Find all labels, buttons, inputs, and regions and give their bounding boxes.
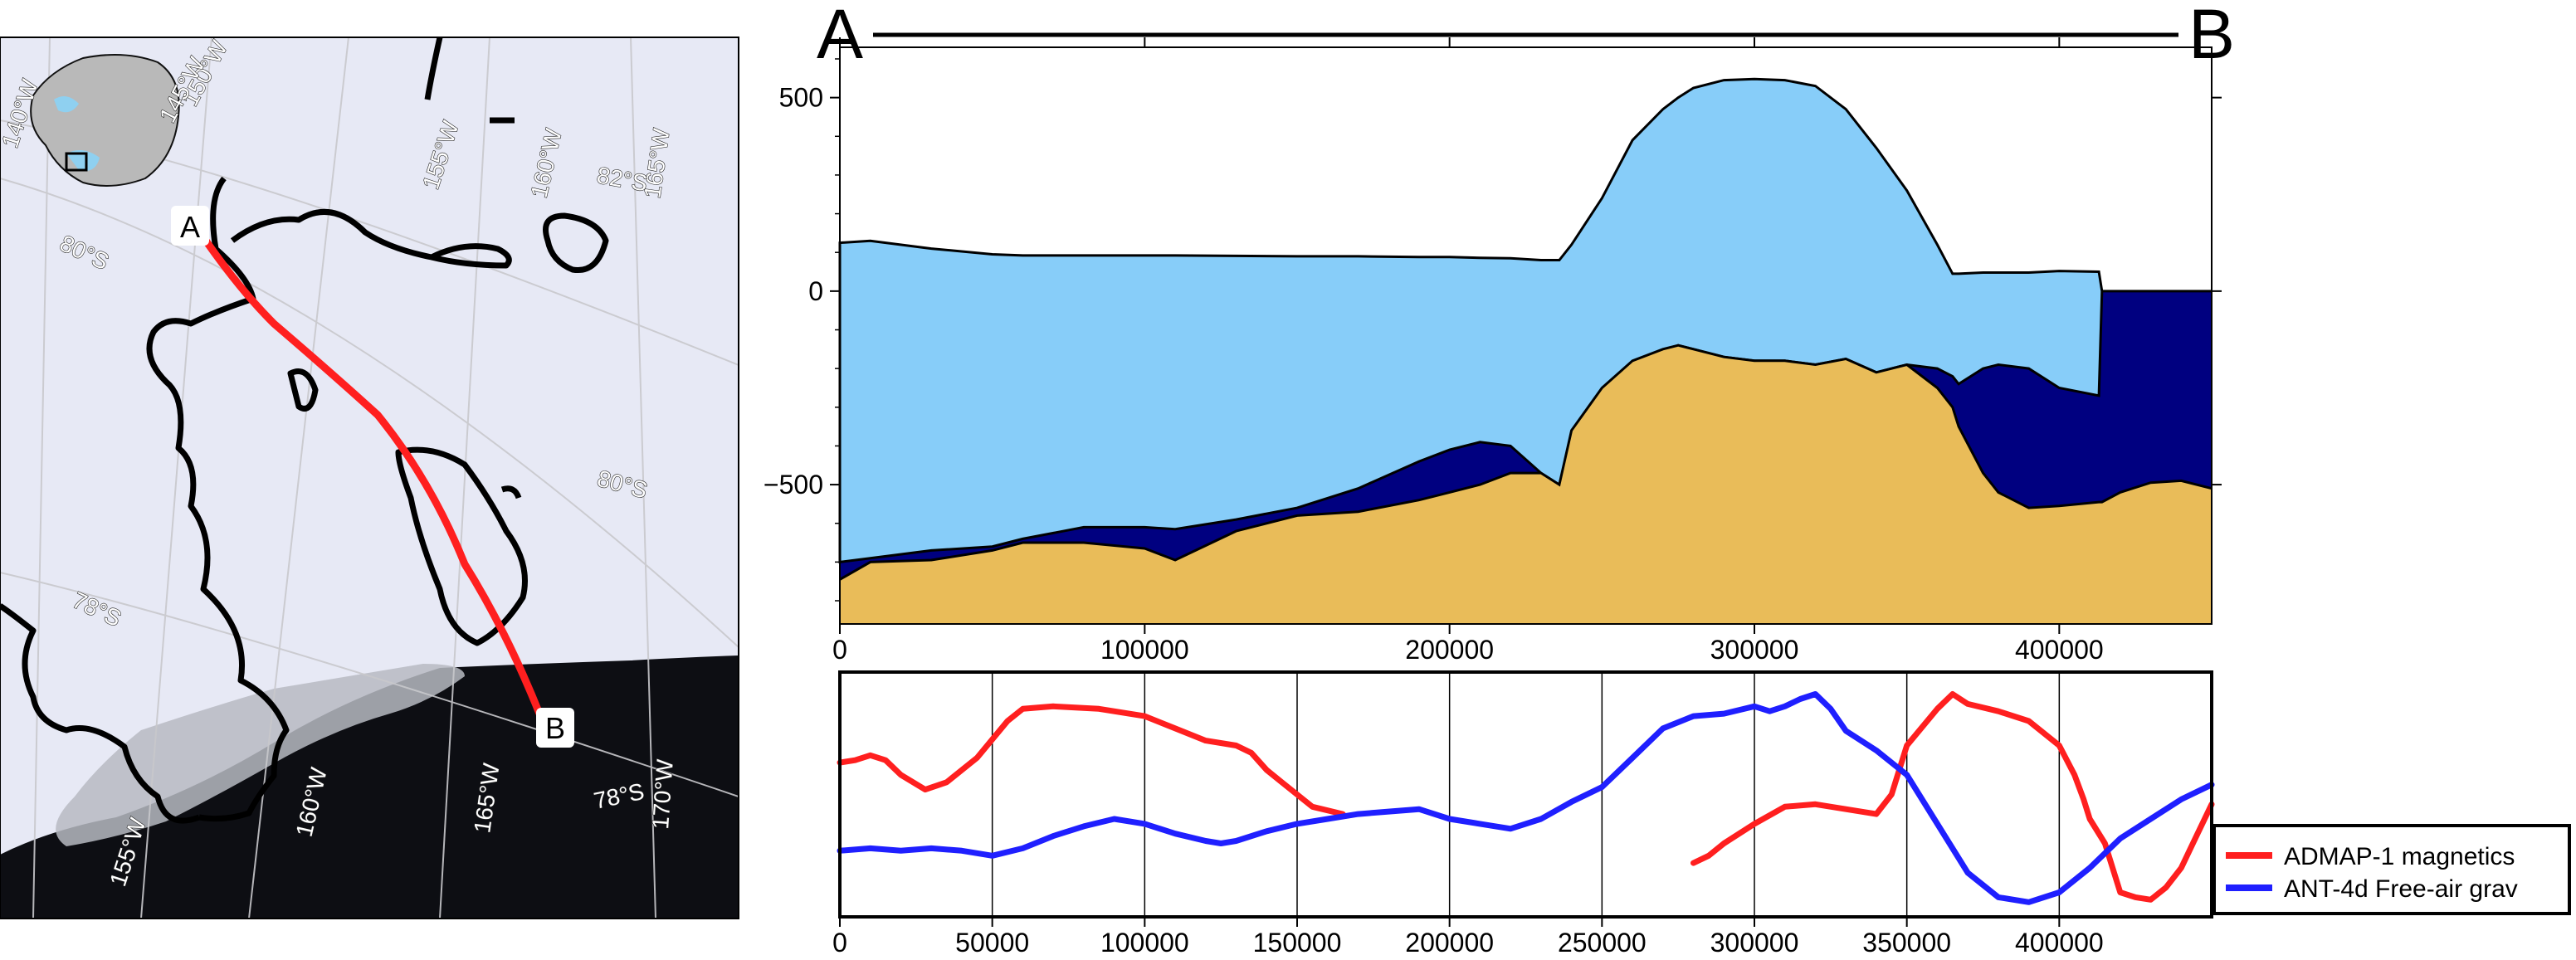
ross-ice-shelf-inset	[66, 150, 100, 171]
x-tick-label: 400000	[2015, 635, 2104, 665]
cross-section-chart: 0 100000 200000 300000 400000 500 0 −500 A B	[764, 0, 2235, 665]
legend-box	[2213, 824, 2571, 915]
y-tick-label: 500	[779, 83, 823, 113]
x-tick-label: 350000	[1862, 928, 1951, 958]
legend-label-gravity: ANT-4d Free-air grav	[2284, 875, 2518, 903]
x-tick-label: 400000	[2015, 928, 2104, 958]
map-panel: A B 140°W 150°W 145°W 155°W 160°W 165°W …	[0, 37, 739, 919]
y-tick-label: −500	[764, 470, 823, 499]
rock-layer	[840, 345, 2212, 624]
antarctica-inset	[30, 54, 180, 187]
series-line-1	[837, 691, 2215, 905]
legend: ADMAP-1 magnetics ANT-4d Free-air grav	[2213, 824, 2571, 915]
x-tick-label: 300000	[1710, 928, 1799, 958]
x-tick-label: 150000	[1253, 928, 1342, 958]
geophysics-series	[837, 691, 2215, 905]
geophysics-grid	[991, 672, 2061, 917]
ronne-ice-shelf-inset	[54, 96, 79, 113]
lon-label: 170°W	[647, 758, 678, 831]
ice-layer	[838, 77, 2212, 564]
x-tick-label: 200000	[1405, 928, 1494, 958]
cross-section-axes: 0 100000 200000 300000 400000 500 0 −500	[764, 37, 2222, 665]
x-tick-label: 0	[832, 928, 847, 958]
series-line-0	[837, 703, 1346, 817]
series-line-0-b	[1690, 691, 2215, 903]
point-b-marker: B	[536, 708, 574, 748]
geophysics-frame	[838, 670, 2213, 919]
inset-locator-box	[65, 152, 88, 172]
geophysics-axes: 0 50000 100000 150000 200000 250000 300000 3500…	[832, 917, 2104, 958]
map-frame	[0, 37, 739, 919]
x-tick-label: 300000	[1710, 635, 1799, 665]
x-tick-label: 50000	[955, 928, 1029, 958]
x-tick-label: 0	[832, 635, 847, 665]
profile-start-label: A	[817, 0, 863, 73]
geophysics-chart: 0 50000 100000 150000 200000 250000 300000 3500…	[832, 670, 2571, 958]
cross-section-layers	[838, 77, 2213, 624]
profile-end-label: B	[2188, 0, 2235, 73]
point-b-label: B	[545, 711, 565, 745]
point-a-marker: A	[171, 206, 209, 246]
profile-endpoints: A B	[817, 0, 2235, 73]
x-tick-label: 100000	[1100, 635, 1189, 665]
y-tick-label: 0	[808, 276, 823, 306]
x-tick-label: 100000	[1100, 928, 1189, 958]
cross-section-frame	[839, 46, 2213, 625]
legend-label-magnetics: ADMAP-1 magnetics	[2284, 843, 2515, 870]
profile-line	[202, 236, 544, 718]
point-a-label: A	[180, 210, 200, 244]
x-tick-label: 200000	[1405, 635, 1494, 665]
x-tick-label: 250000	[1558, 928, 1647, 958]
bed-line	[839, 344, 2213, 581]
